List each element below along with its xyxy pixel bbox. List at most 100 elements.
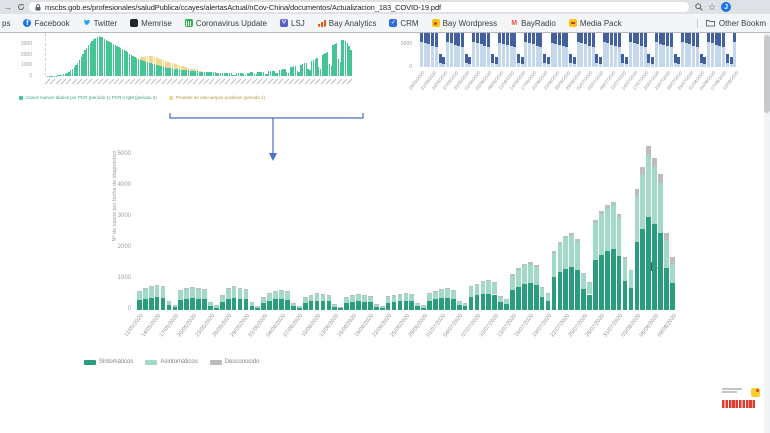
bar-segment <box>472 42 476 67</box>
bar-segment <box>718 46 722 67</box>
bar-segment <box>450 289 456 291</box>
bar-segment <box>692 45 696 67</box>
bar-segment <box>438 63 442 67</box>
bar-segment <box>225 73 227 76</box>
padlock-icon[interactable] <box>35 3 41 11</box>
bar-segment <box>718 33 722 47</box>
bookmark-facebook[interactable]: f Facebook <box>23 18 70 28</box>
bar-segment <box>178 299 184 310</box>
bookmark-star-icon[interactable]: ☆ <box>708 1 717 12</box>
legend-item: Asintomáticos <box>145 359 198 365</box>
bar-segment <box>602 42 606 67</box>
bookmark-coronavirus-update[interactable]: Coronavirus Update <box>184 19 267 28</box>
bar-segment <box>431 45 435 67</box>
bar-segment <box>255 305 261 308</box>
bar-segment <box>610 201 616 206</box>
bar-segment <box>200 71 202 76</box>
zoom-icon[interactable] <box>695 3 703 11</box>
bar-segment <box>119 48 122 76</box>
scrollbar-thumb[interactable] <box>764 35 770 113</box>
bar-segment <box>309 70 311 76</box>
bar-segment <box>326 301 332 310</box>
scrollbar-track[interactable] <box>764 33 770 433</box>
bar-segment <box>335 42 338 76</box>
bar-segment <box>302 64 304 76</box>
bar-segment <box>722 33 726 48</box>
bookmark-label: Facebook <box>34 18 70 28</box>
bar-segment <box>164 67 166 76</box>
bar-segment <box>379 307 385 310</box>
bar-segment <box>320 301 326 310</box>
bar-segment <box>636 33 640 45</box>
bar-segment <box>187 70 190 76</box>
bar-segment <box>144 61 147 76</box>
bar-segment <box>208 302 213 306</box>
bookmark-bay-analytics[interactable]: Bay Analytics <box>317 19 376 28</box>
bar-segment <box>198 70 200 72</box>
bar-segment <box>248 72 250 76</box>
bar-segment <box>207 72 209 76</box>
bar-segment <box>257 72 259 76</box>
bar-segment <box>457 46 461 67</box>
bar-segment <box>658 233 663 310</box>
bar-segment <box>148 286 154 298</box>
bar-segment <box>524 42 528 67</box>
bar-segment <box>606 43 610 67</box>
bar-segment <box>449 33 453 44</box>
profile-avatar[interactable]: J <box>721 2 732 12</box>
bar-segment <box>510 275 515 291</box>
bar-segment <box>457 33 461 47</box>
bar-segment <box>214 72 216 76</box>
bar-segment <box>557 33 561 45</box>
bar-segment <box>581 274 586 290</box>
bar-segment <box>255 307 261 310</box>
bar-segment <box>168 62 170 68</box>
bar-segment <box>684 33 688 44</box>
bar-segment <box>344 40 347 76</box>
bar-segment <box>516 268 521 270</box>
bookmark-ps[interactable]: ps <box>2 19 10 28</box>
forward-icon[interactable]: → <box>3 1 12 12</box>
bookmark-lsj[interactable]: Ψ LSJ <box>279 19 305 28</box>
bookmark-bayradio[interactable]: M BayRadio <box>510 19 556 28</box>
bookmark-bay-wordpress[interactable]: Bay Wordpress <box>431 19 497 28</box>
bar-segment <box>164 61 166 68</box>
bar-segment <box>191 68 193 71</box>
bar-segment <box>423 43 427 67</box>
bar-segment <box>285 299 290 310</box>
bar-segment <box>178 290 184 300</box>
bar-segment <box>543 53 547 64</box>
reload-icon[interactable] <box>17 3 25 11</box>
bar-segment <box>504 304 509 310</box>
bar-segment <box>273 299 278 310</box>
bar-segment <box>154 285 160 297</box>
bar-segment <box>302 302 308 310</box>
address-bar[interactable]: mscbs.gob.es/profesionales/saludPublica/… <box>29 2 689 12</box>
bar-segment <box>492 282 498 284</box>
bar-segment <box>142 288 148 299</box>
bar-segment <box>180 65 182 70</box>
bar-segment <box>453 33 457 45</box>
memrise-icon <box>130 19 139 27</box>
bookmark-media-pack[interactable]: Media Pack <box>568 19 622 28</box>
bar-segment <box>563 235 569 239</box>
bar-segment <box>504 299 509 305</box>
bar-segment <box>314 293 320 301</box>
bar-segment <box>565 47 569 67</box>
bar-segment <box>196 71 199 76</box>
bookmark-crm[interactable]: ✓ CRM <box>389 19 419 28</box>
bar-segment <box>202 289 207 300</box>
bar-segment <box>613 46 617 67</box>
bar-segment <box>118 47 120 76</box>
bar-segment <box>168 67 170 76</box>
bar-segment <box>646 155 652 217</box>
bookmark-twitter[interactable]: Twitter <box>83 19 117 28</box>
bar-segment <box>186 70 188 76</box>
media-pack-icon <box>568 19 577 27</box>
bar-segment <box>539 47 543 67</box>
bar-segment <box>445 298 450 310</box>
bar-segment <box>109 41 111 76</box>
pdf-page: Nº de casos por fecha de diagnóstico 0 10… <box>0 33 770 433</box>
bookmark-memrise[interactable]: Memrise <box>130 19 172 28</box>
other-bookmarks[interactable]: Other Bookm <box>696 18 770 28</box>
